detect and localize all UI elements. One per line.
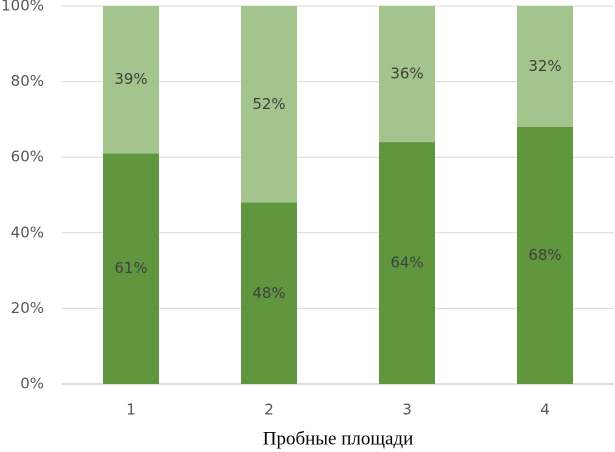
data-label: 52% <box>252 95 285 113</box>
y-tick-label: 0% <box>20 375 44 393</box>
data-label: 64% <box>390 254 423 272</box>
bar-segment <box>379 142 435 384</box>
data-label: 68% <box>528 246 561 264</box>
bar-segment <box>103 6 159 154</box>
bar-segment <box>241 202 297 384</box>
bar-segment <box>241 6 297 203</box>
data-label: 36% <box>390 65 423 83</box>
y-tick-label: 100% <box>1 0 44 15</box>
data-label: 61% <box>114 259 147 277</box>
y-tick-label: 40% <box>11 223 44 241</box>
x-tick-label: 4 <box>540 401 550 419</box>
data-label: 39% <box>114 70 147 88</box>
bar-segment <box>379 6 435 143</box>
y-tick-label: 80% <box>11 72 44 90</box>
bar-segment <box>103 153 159 384</box>
data-label: 32% <box>528 57 561 75</box>
bar-segment <box>517 126 573 385</box>
data-label: 48% <box>252 284 285 302</box>
y-tick-label: 60% <box>11 148 44 166</box>
bar-segment <box>517 6 573 127</box>
x-tick-label: 3 <box>402 401 412 419</box>
y-tick-label: 20% <box>11 299 44 317</box>
x-tick-label: 2 <box>264 401 274 419</box>
x-axis-title: Пробные площади <box>263 428 414 449</box>
x-tick-label: 1 <box>126 401 136 419</box>
